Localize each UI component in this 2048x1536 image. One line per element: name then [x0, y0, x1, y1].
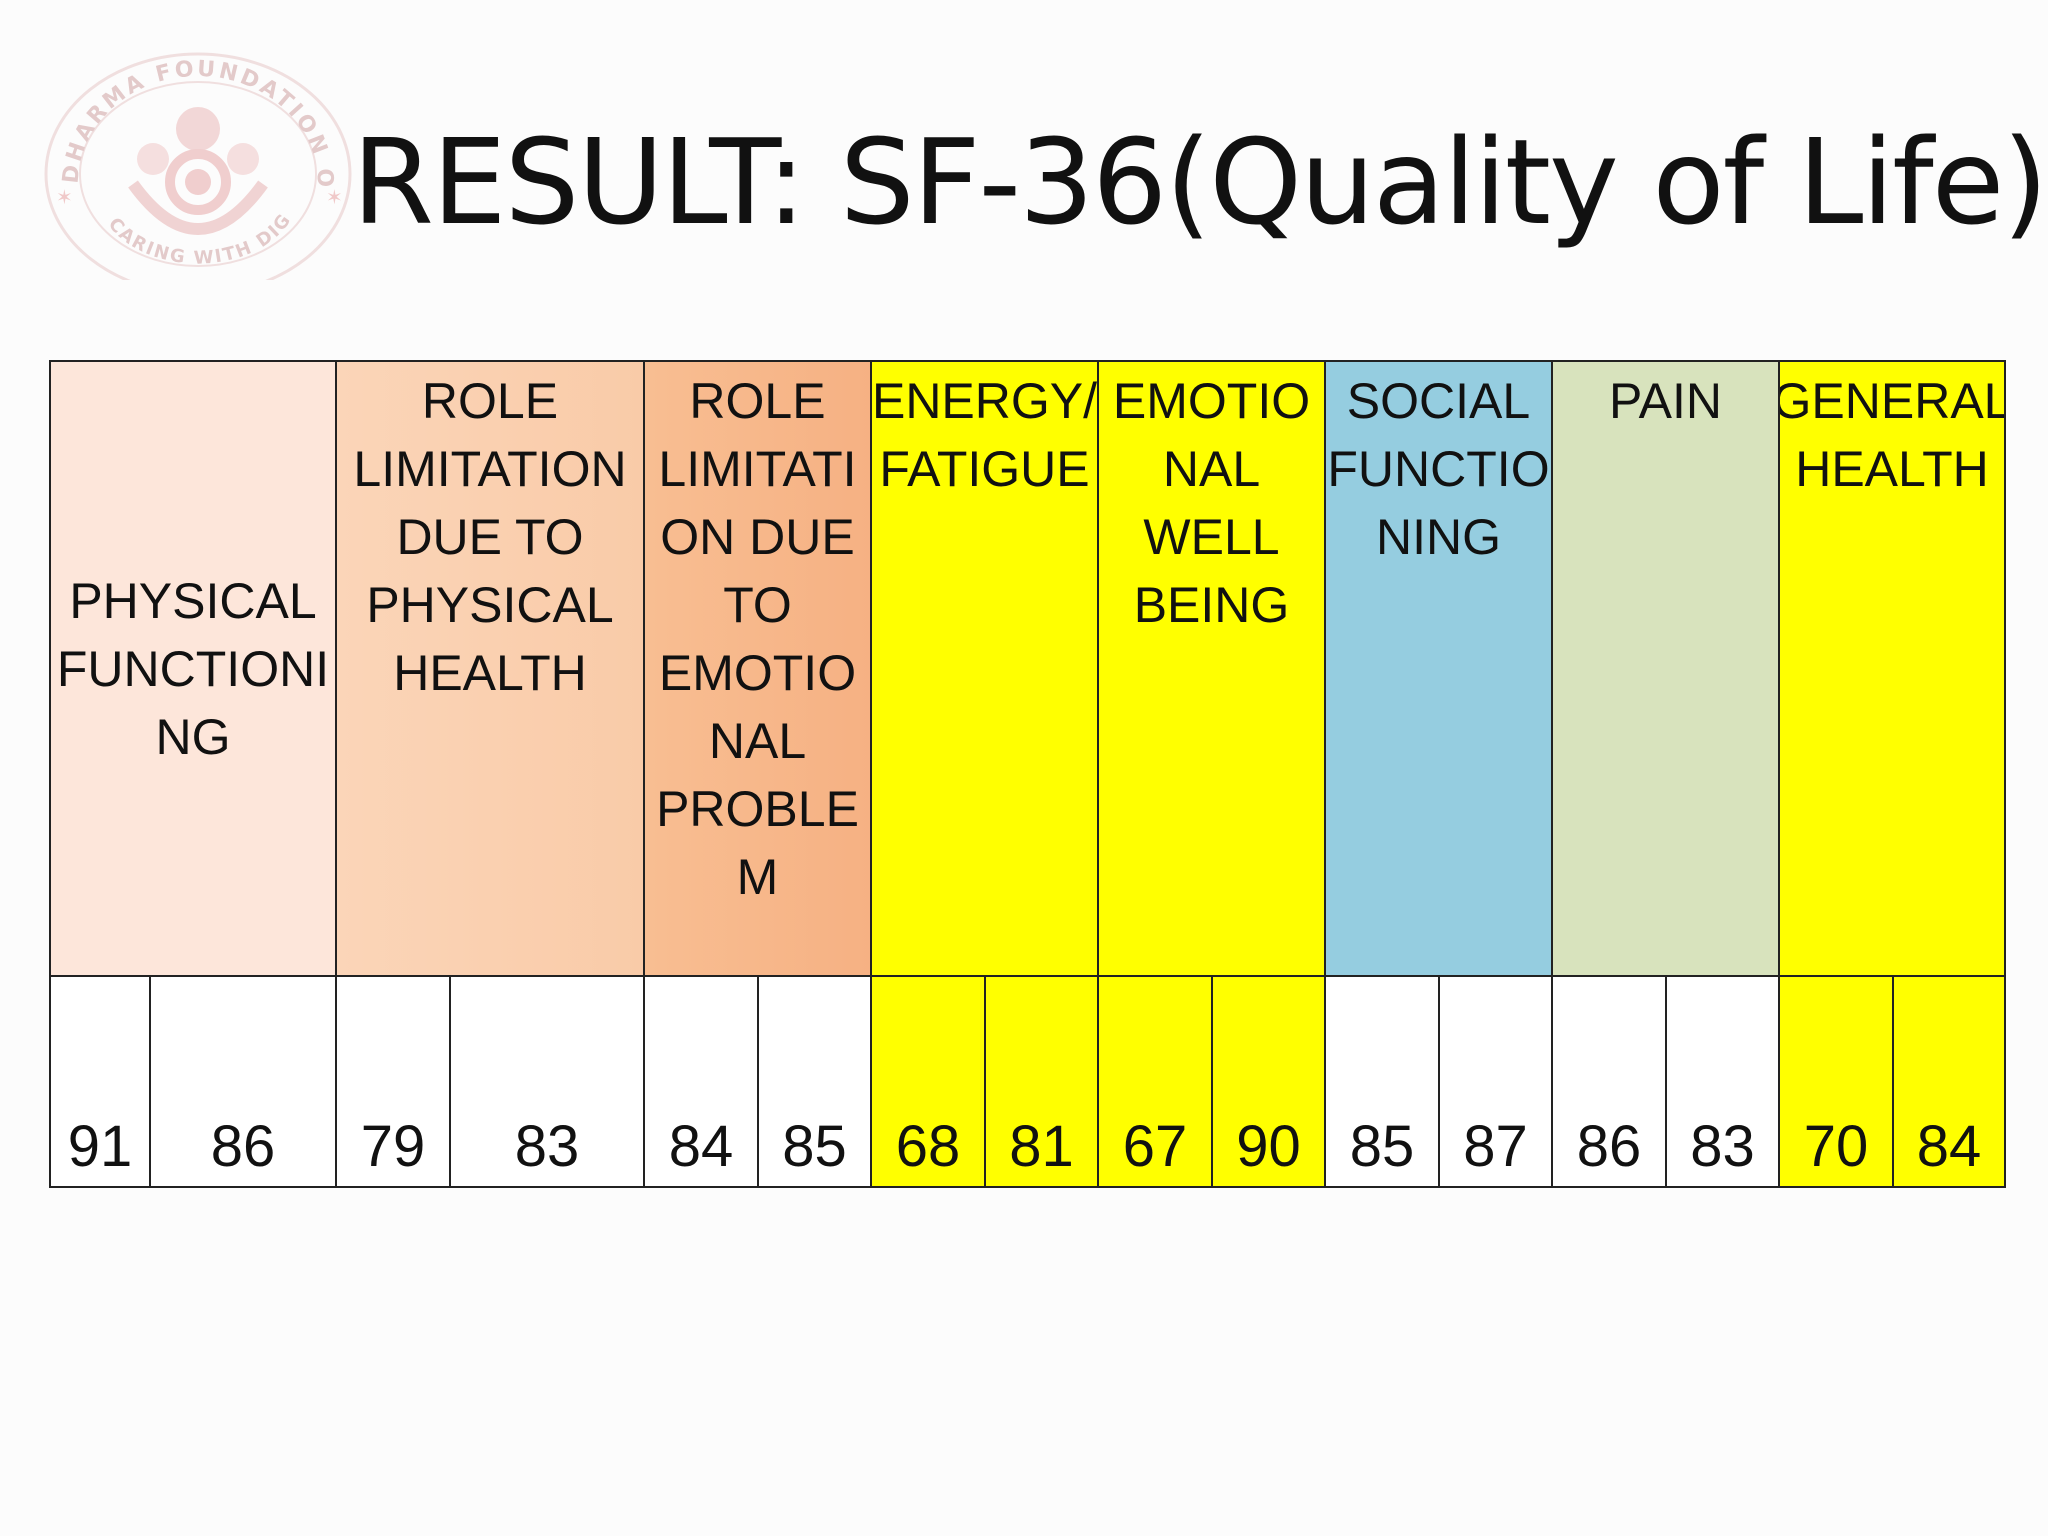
value-cell: 83 [1665, 975, 1780, 1188]
svg-text:✶: ✶ [56, 187, 73, 209]
header-energy-fatigue: ENERGY/ FATIGUE [870, 360, 1099, 977]
value-cell: 79 [335, 975, 451, 1188]
value-cell: 68 [870, 975, 986, 1188]
header-social-functioning: SOCIAL FUNCTIO NING [1324, 360, 1553, 977]
value-cell: 87 [1438, 975, 1553, 1188]
value-cell: 67 [1097, 975, 1213, 1188]
values-row: 91 86 79 83 84 85 68 81 67 90 85 87 86 8… [49, 975, 2006, 1188]
header-pain: PAIN [1551, 360, 1780, 977]
header-emotional-well-being: EMOTIO NAL WELL BEING [1097, 360, 1326, 977]
header-role-limitation-emotional: ROLE LIMITATI ON DUE TO EMOTIO NAL PROBL… [643, 360, 872, 977]
value-cell: 83 [449, 975, 645, 1188]
value-cell: 85 [1324, 975, 1440, 1188]
value-cell: 90 [1211, 975, 1326, 1188]
value-cell: 70 [1778, 975, 1894, 1188]
value-cell: 91 [49, 975, 151, 1188]
value-cell: 86 [1551, 975, 1667, 1188]
header-row: PHYSICAL FUNCTIONI NG ROLE LIMITATION DU… [49, 360, 2006, 977]
header-physical-functioning: PHYSICAL FUNCTIONI NG [49, 360, 337, 977]
value-cell: 86 [149, 975, 337, 1188]
value-cell: 81 [984, 975, 1099, 1188]
foundation-logo: DHARMA FOUNDATION OF INDIA CARING WITH D… [38, 34, 352, 280]
results-table: PHYSICAL FUNCTIONI NG ROLE LIMITATION DU… [49, 360, 2006, 1188]
value-cell: 85 [757, 975, 872, 1188]
header-role-limitation-physical: ROLE LIMITATION DUE TO PHYSICAL HEALTH [335, 360, 645, 977]
header-general-health: GENERAL HEALTH [1778, 360, 2006, 977]
value-cell: 84 [1892, 975, 2006, 1188]
value-cell: 84 [643, 975, 759, 1188]
page-title: RESULT: SF-36(Quality of Life) [352, 113, 2048, 251]
svg-text:✶: ✶ [326, 187, 343, 209]
